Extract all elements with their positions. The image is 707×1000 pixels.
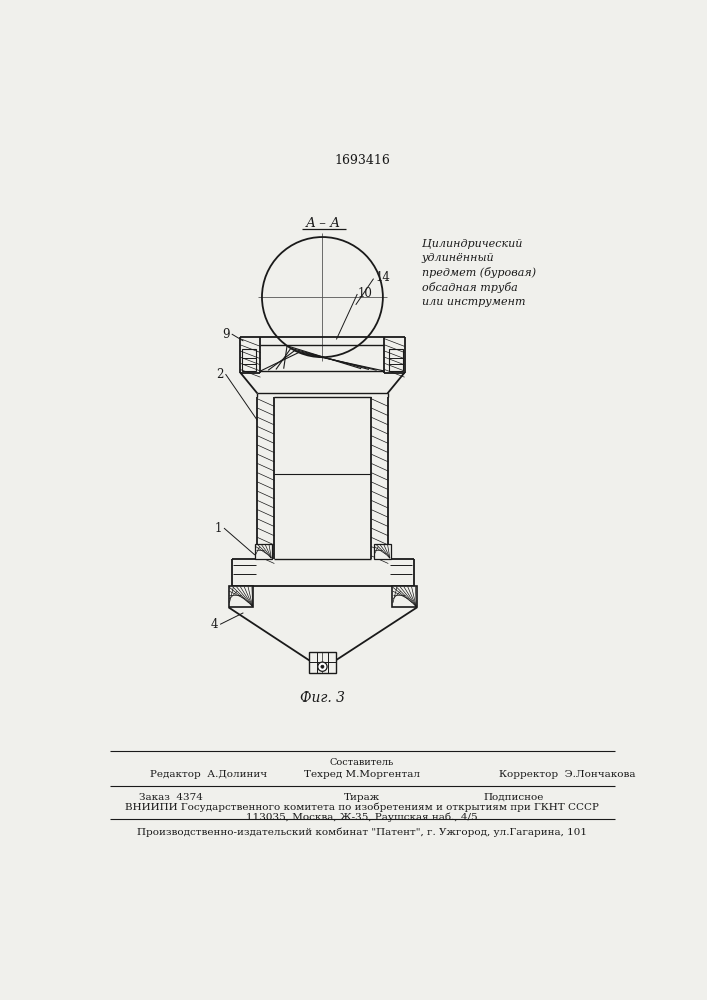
- Circle shape: [317, 662, 327, 671]
- Text: Техред М.Моргентал: Техред М.Моргентал: [304, 770, 420, 779]
- Text: 9: 9: [223, 328, 230, 341]
- Bar: [228, 586, 253, 607]
- Text: 4: 4: [211, 618, 218, 631]
- Bar: [242, 349, 256, 371]
- Bar: [255, 544, 272, 559]
- Text: 1: 1: [215, 522, 223, 535]
- Text: Цилиндрический
удлинённый
предмет (буровая)
обсадная труба
или инструмент: Цилиндрический удлинённый предмет (буров…: [421, 239, 536, 307]
- Text: Тираж: Тираж: [344, 793, 380, 802]
- Text: 2: 2: [216, 368, 224, 381]
- Bar: [389, 349, 403, 371]
- Text: 113035, Москва, Ж-35, Раушская наб., 4/5: 113035, Москва, Ж-35, Раушская наб., 4/5: [246, 812, 478, 822]
- Circle shape: [321, 665, 324, 668]
- Text: 10: 10: [358, 287, 373, 300]
- Text: Заказ  4374: Заказ 4374: [139, 793, 203, 802]
- Text: 14: 14: [375, 271, 390, 284]
- Text: Редактор  А.Долинич: Редактор А.Долинич: [151, 770, 267, 779]
- Text: ВНИИПИ Государственного комитета по изобретениям и открытиям при ГКНТ СССР: ВНИИПИ Государственного комитета по изоб…: [125, 803, 599, 812]
- Text: Производственно-издательский комбинат "Патент", г. Ужгород, ул.Гагарина, 101: Производственно-издательский комбинат "П…: [137, 828, 587, 837]
- Text: Фиг. 3: Фиг. 3: [300, 691, 345, 705]
- Text: А – А: А – А: [305, 217, 341, 230]
- Text: Корректор  Э.Лончакова: Корректор Э.Лончакова: [499, 770, 636, 779]
- Text: Составитель: Составитель: [330, 758, 394, 767]
- Text: 1693416: 1693416: [334, 154, 390, 167]
- Bar: [309, 652, 336, 673]
- Bar: [373, 544, 391, 559]
- Text: Подписное: Подписное: [484, 793, 544, 802]
- Bar: [392, 586, 417, 607]
